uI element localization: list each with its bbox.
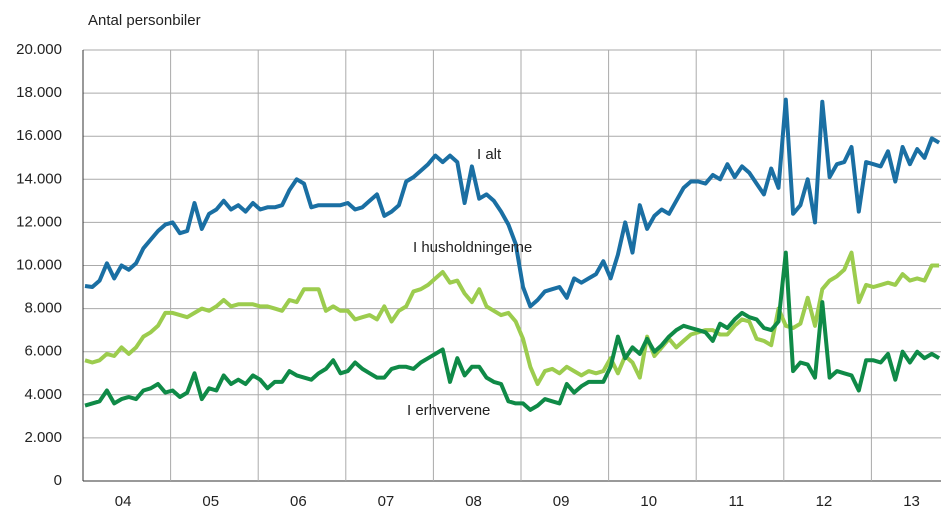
x-tick-label: 06 <box>290 493 307 510</box>
y-tick-label: 4.000 <box>24 386 62 403</box>
x-tick-label: 11 <box>729 493 745 510</box>
y-tick-label: 16.000 <box>16 127 62 144</box>
y-tick-label: 2.000 <box>24 429 62 446</box>
x-tick-label: 10 <box>640 493 657 510</box>
series-line <box>84 250 940 386</box>
y-tick-label: 14.000 <box>16 170 62 187</box>
x-tick-label: 12 <box>816 493 833 510</box>
x-tick-label: 07 <box>378 493 395 510</box>
series-label: I erhvervene <box>407 402 490 419</box>
y-tick-label: 6.000 <box>24 343 62 360</box>
y-tick-label: 18.000 <box>16 84 62 101</box>
series-label: I alt <box>477 146 502 163</box>
series-line <box>84 250 941 412</box>
x-tick-label: 04 <box>115 493 132 510</box>
x-tick-label: 05 <box>202 493 219 510</box>
series-label: I husholdningerne <box>413 239 532 256</box>
y-tick-label: 12.000 <box>16 213 62 230</box>
y-tick-label: 20.000 <box>16 41 62 58</box>
y-axis-title: Antal personbiler <box>88 12 201 29</box>
y-tick-label: 8.000 <box>24 300 62 317</box>
x-tick-label: 13 <box>903 493 920 510</box>
series-line <box>84 97 941 309</box>
y-tick-label: 0 <box>54 472 62 489</box>
y-tick-label: 10.000 <box>16 256 62 273</box>
x-tick-label: 08 <box>465 493 482 510</box>
x-tick-label: 09 <box>553 493 570 510</box>
